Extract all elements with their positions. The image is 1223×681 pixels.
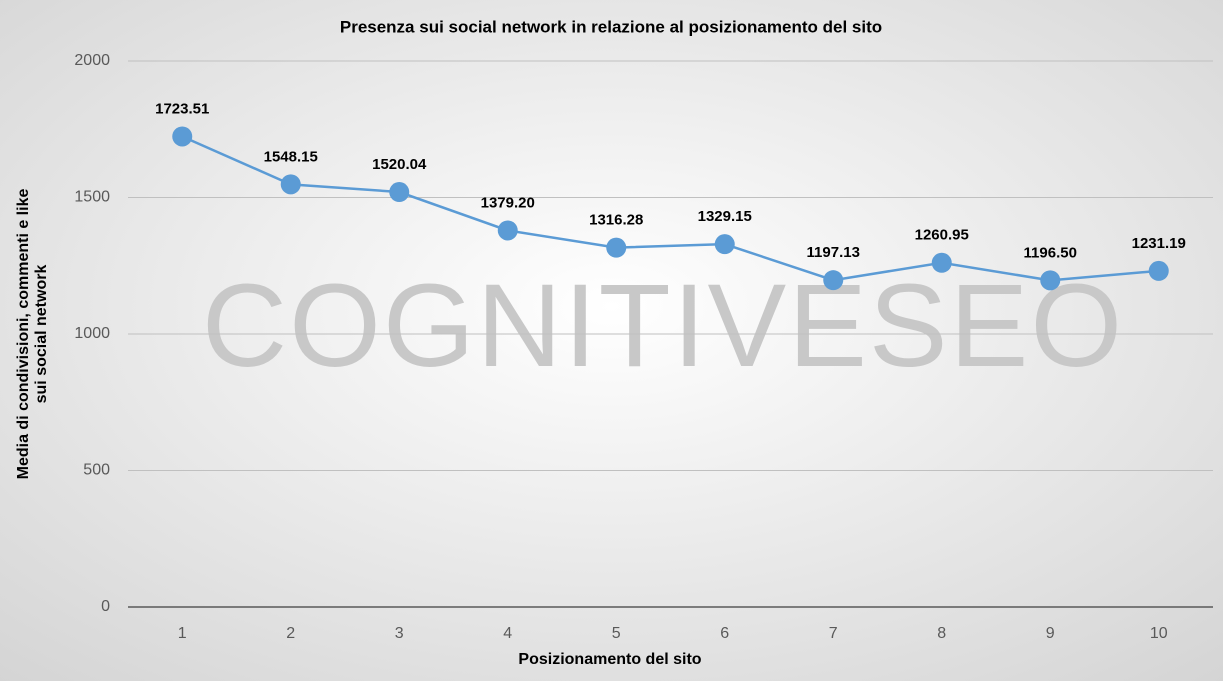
line (181, 135, 1159, 282)
data-label: 1197.13 (807, 244, 860, 261)
marker (931, 252, 952, 273)
y-axis-label: Media di condivisioni, commenti e like s… (15, 189, 50, 480)
x-tick-label: 5 (612, 625, 621, 642)
marker (280, 174, 301, 195)
marker (1148, 260, 1169, 281)
chart-title: Presenza sui social network in relazione… (340, 17, 882, 36)
data-label: 1329.15 (698, 208, 752, 225)
x-tick-label: 3 (395, 625, 404, 642)
marker (389, 182, 410, 203)
marker (606, 237, 627, 258)
x-tick-label: 9 (1046, 625, 1055, 642)
y-axis-label-line: Media di condivisioni, commenti e like (15, 189, 32, 480)
y-tick-label: 500 (83, 462, 110, 479)
x-tick-label: 6 (720, 625, 729, 642)
x-axis-label: Posizionamento del sito (518, 651, 701, 668)
data-label: 1316.28 (589, 212, 643, 229)
data-label: 1520.04 (372, 156, 427, 173)
marker (823, 270, 844, 291)
data-label: 1260.95 (915, 227, 969, 244)
data-label: 1196.50 (1024, 244, 1077, 261)
x-tick-label: 8 (937, 625, 946, 642)
y-tick-label: 0 (101, 598, 110, 615)
marker (714, 234, 735, 255)
marker (497, 220, 518, 241)
y-tick-label: 2000 (74, 52, 110, 69)
data-label: 1548.15 (264, 148, 318, 165)
data-label: 1723.51 (155, 100, 209, 117)
y-tick-label: 1000 (74, 325, 110, 342)
y-axis-label-line: sui social network (33, 265, 50, 404)
x-tick-label: 2 (286, 625, 295, 642)
x-tick-label: 1 (178, 625, 187, 642)
x-tick-label: 10 (1150, 625, 1168, 642)
marker (172, 126, 193, 147)
x-tick-label: 7 (829, 625, 838, 642)
watermark: COGNITIVESEO (202, 260, 1124, 392)
data-label: 1379.20 (481, 194, 535, 211)
y-tick-label: 1500 (74, 189, 110, 206)
data-label: 1231.19 (1132, 235, 1186, 252)
x-tick-label: 4 (503, 625, 512, 642)
marker (1040, 270, 1061, 291)
